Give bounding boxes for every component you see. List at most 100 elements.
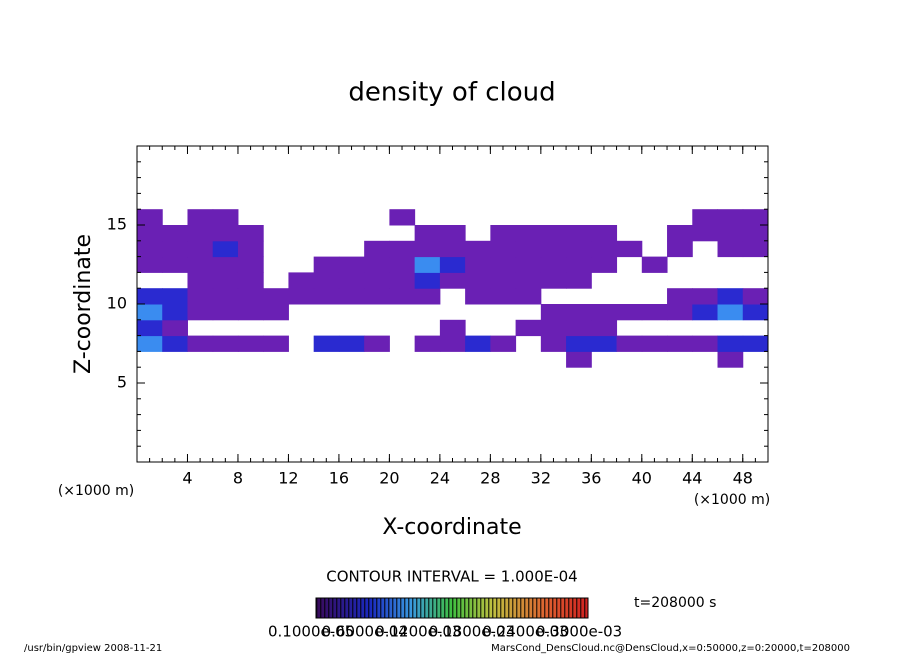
colorbar-label: 0.6000e-04 — [322, 623, 408, 641]
cell — [313, 288, 340, 305]
cell — [616, 335, 643, 352]
cell — [540, 304, 567, 321]
colorbar-label: 0.3000e-03 — [536, 623, 622, 641]
cell — [288, 288, 315, 305]
cell — [364, 240, 390, 258]
cell — [742, 209, 769, 226]
cell — [162, 225, 188, 242]
cell — [540, 272, 567, 289]
cell — [667, 304, 693, 321]
cell — [667, 240, 693, 258]
cell — [667, 335, 693, 352]
cell — [742, 240, 769, 258]
cell — [566, 256, 592, 273]
x-tick-label: 40 — [632, 469, 652, 488]
cell — [162, 335, 188, 352]
cell — [414, 256, 441, 273]
x-unit: (×1000 m) — [694, 492, 770, 508]
cell — [490, 288, 517, 305]
cell — [288, 272, 315, 289]
cell — [540, 240, 567, 258]
colorbar-label: 0.1800e-03 — [429, 623, 515, 641]
cell — [566, 240, 592, 258]
footer-left: /usr/bin/gpview 2008-11-21 — [24, 643, 162, 654]
cell — [566, 319, 592, 337]
cell — [137, 319, 163, 337]
cell — [591, 335, 618, 352]
colorbar-label: 0.2400e-03 — [482, 623, 568, 641]
cell — [237, 240, 264, 258]
cell — [692, 225, 719, 242]
x-unit: (×1000 m) — [58, 483, 134, 499]
cell — [187, 304, 214, 321]
cell — [667, 225, 693, 242]
cell — [389, 256, 416, 273]
time-label: t=208000 s — [634, 595, 716, 611]
cell — [137, 209, 163, 226]
cell — [692, 209, 719, 226]
cell — [641, 256, 668, 273]
cell — [742, 304, 769, 321]
cell — [389, 209, 416, 226]
cell — [137, 256, 163, 273]
cell — [717, 304, 744, 321]
cell — [692, 335, 719, 352]
cell — [313, 335, 340, 352]
cell — [162, 288, 188, 305]
cell — [717, 288, 744, 305]
cell — [566, 225, 592, 242]
cell — [237, 288, 264, 305]
cell — [338, 256, 365, 273]
cell — [742, 335, 769, 352]
cell — [641, 304, 668, 321]
cell — [187, 209, 214, 226]
cell — [364, 335, 390, 352]
cell — [212, 304, 239, 321]
cell — [263, 304, 289, 321]
cell — [263, 288, 289, 305]
cell — [212, 272, 239, 289]
cell — [490, 225, 517, 242]
x-tick-label: 36 — [581, 469, 601, 488]
cell — [465, 335, 491, 352]
contour-interval: CONTOUR INTERVAL = 1.000E-04 — [326, 568, 577, 586]
cell — [465, 272, 491, 289]
cell — [490, 272, 517, 289]
cell — [187, 335, 214, 352]
cell — [591, 304, 618, 321]
cell — [338, 335, 365, 352]
cell — [692, 288, 719, 305]
cell — [717, 240, 744, 258]
x-axis-label: X-coordinate — [382, 515, 521, 540]
cell — [439, 319, 466, 337]
colorbar-label: 0.1200e-03 — [375, 623, 461, 641]
cell — [414, 240, 441, 258]
y-tick-label: 15 — [107, 215, 127, 234]
cell — [667, 288, 693, 305]
y-tick-label: 5 — [117, 373, 127, 392]
cell — [364, 288, 390, 305]
cell — [515, 225, 542, 242]
cell — [515, 319, 542, 337]
cell — [641, 335, 668, 352]
cell — [490, 240, 517, 258]
cell — [566, 272, 592, 289]
colorbar-frame — [315, 597, 589, 619]
cell — [364, 256, 390, 273]
cell — [540, 225, 567, 242]
cell — [566, 335, 592, 352]
cell — [162, 304, 188, 321]
cell — [540, 256, 567, 273]
cell — [515, 256, 542, 273]
cell — [212, 209, 239, 226]
cell — [137, 240, 163, 258]
cell — [566, 304, 592, 321]
cell — [591, 240, 618, 258]
cell — [490, 335, 517, 352]
cell — [187, 240, 214, 258]
cell — [338, 288, 365, 305]
cell — [616, 240, 643, 258]
footer-right: MarsCond_DensCloud.nc@DensCloud,x=0:5000… — [491, 643, 850, 654]
